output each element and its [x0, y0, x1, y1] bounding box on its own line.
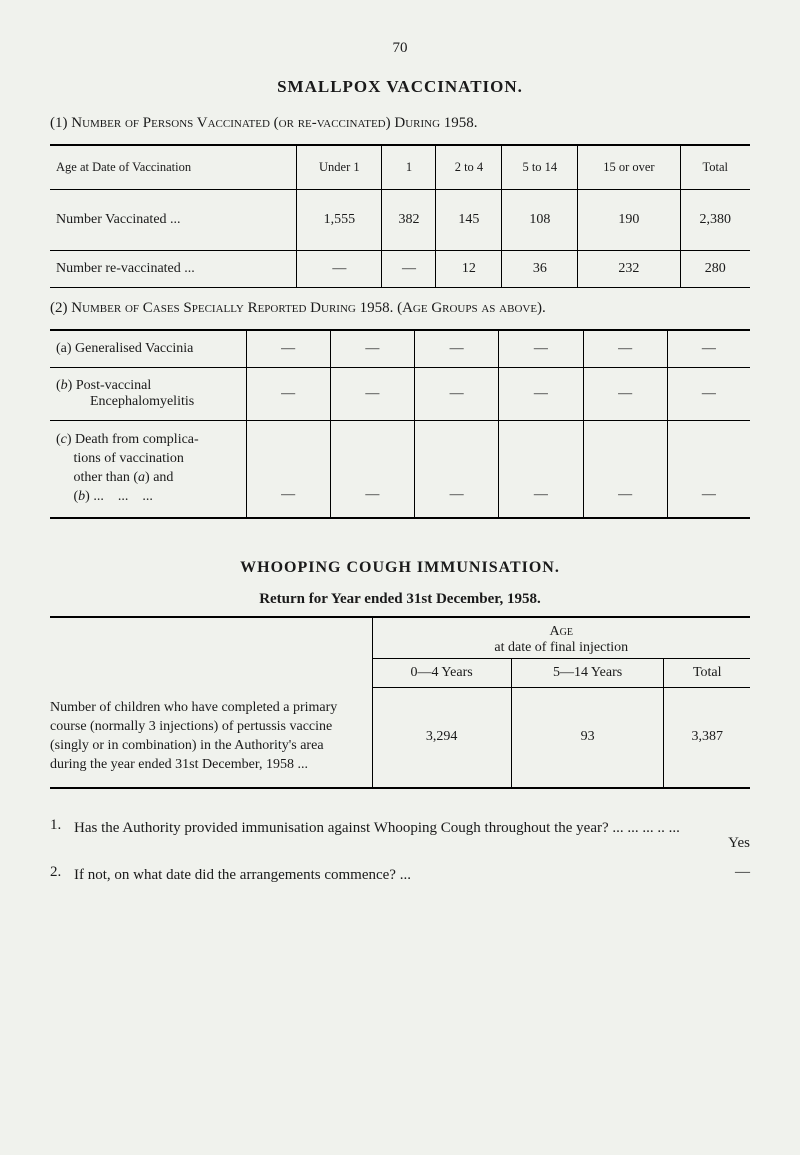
table1-cell: 145 [436, 190, 502, 251]
table1-cell: 190 [578, 190, 680, 251]
table3-cell: 3,294 [372, 687, 511, 788]
section-2-text: Number of Cases Specially Reported Durin… [71, 300, 546, 316]
table2-cell: — [583, 421, 667, 518]
whooping-title: WHOOPING COUGH IMMUNISATION. [50, 559, 750, 577]
section-1-prefix: (1) [50, 115, 71, 131]
table1-header: Under 1 [297, 145, 382, 190]
table3-subheader: 5—14 Years [511, 658, 664, 687]
whooping-table: Age at date of final injection 0—4 Years… [50, 616, 750, 789]
table2-cell: — [499, 368, 583, 421]
table2-cell: — [246, 368, 330, 421]
table1-cell: 2,380 [680, 190, 750, 251]
question-answer: — [690, 864, 750, 881]
question-text: Has the Authority provided immunisation … [74, 817, 690, 840]
main-title: SMALLPOX VACCINATION. [50, 77, 750, 97]
question-answer: Yes [690, 817, 750, 852]
table3-subheader: 0—4 Years [372, 658, 511, 687]
whooping-subtitle: Return for Year ended 31st December, 195… [50, 591, 750, 608]
table2-cell: — [667, 368, 750, 421]
table2-label: (c) Death from complica- tions of vaccin… [50, 421, 246, 518]
table1-cell: — [297, 251, 382, 288]
table2-label-sub: Encephalomyelitis [56, 394, 236, 410]
table2-cell: — [415, 421, 499, 518]
table1-label: Number re-vaccinated ... [50, 251, 297, 288]
table2-label: (a) Generalised Vaccinia [50, 330, 246, 368]
age-header: Age at date of final injection [372, 617, 750, 659]
question-item: 2. If not, on what date did the arrangem… [50, 864, 750, 887]
table2-cell: — [415, 368, 499, 421]
table1-cell: 36 [502, 251, 578, 288]
table2-cell: — [499, 330, 583, 368]
table3-subheader: Total [664, 658, 750, 687]
table2-cell: — [246, 330, 330, 368]
question-item: 1. Has the Authority provided immunisati… [50, 817, 750, 852]
table2-label: (b) Post-vaccinal [56, 378, 236, 394]
table2-cell: — [330, 421, 414, 518]
table1-cell: 12 [436, 251, 502, 288]
section-1-heading: (1) Number of Persons Vaccinated (or re-… [50, 115, 750, 132]
table1-header: 15 or over [578, 145, 680, 190]
question-list: 1. Has the Authority provided immunisati… [50, 817, 750, 887]
table1-header: Age at Date of Vaccination [50, 145, 297, 190]
section-2-heading: (2) Number of Cases Specially Reported D… [50, 300, 750, 317]
table1-header: 1 [382, 145, 436, 190]
table1-cell: 1,555 [297, 190, 382, 251]
table3-description: Number of children who have completed a … [50, 687, 372, 788]
table1-label: Number Vaccinated ... [50, 190, 297, 251]
table2-cell: — [246, 421, 330, 518]
table2-cell: — [330, 330, 414, 368]
page-number: 70 [50, 40, 750, 57]
question-number: 2. [50, 864, 74, 881]
table1-cell: — [382, 251, 436, 288]
table1-cell: 108 [502, 190, 578, 251]
question-text: If not, on what date did the arrangement… [74, 864, 690, 887]
table2-cell: — [583, 330, 667, 368]
section-1-text: Number of Persons Vaccinated (or re-vacc… [71, 115, 477, 131]
table2-cell: — [499, 421, 583, 518]
table1-cell: 382 [382, 190, 436, 251]
table1-header: Total [680, 145, 750, 190]
section-2-prefix: (2) [50, 300, 71, 316]
table3-cell: 93 [511, 687, 664, 788]
table2-cell: — [667, 421, 750, 518]
table1-header: 5 to 14 [502, 145, 578, 190]
table3-cell: 3,387 [664, 687, 750, 788]
table2-cell: — [330, 368, 414, 421]
cases-table: (a) Generalised Vaccinia — — — — — — (b)… [50, 329, 750, 519]
question-number: 1. [50, 817, 74, 834]
table1-cell: 232 [578, 251, 680, 288]
vaccination-table: Age at Date of Vaccination Under 1 1 2 t… [50, 144, 750, 288]
table1-cell: 280 [680, 251, 750, 288]
table2-cell: — [667, 330, 750, 368]
table2-cell: — [415, 330, 499, 368]
age-subheader: at date of final injection [494, 640, 628, 655]
table1-header: 2 to 4 [436, 145, 502, 190]
table2-cell: — [583, 368, 667, 421]
